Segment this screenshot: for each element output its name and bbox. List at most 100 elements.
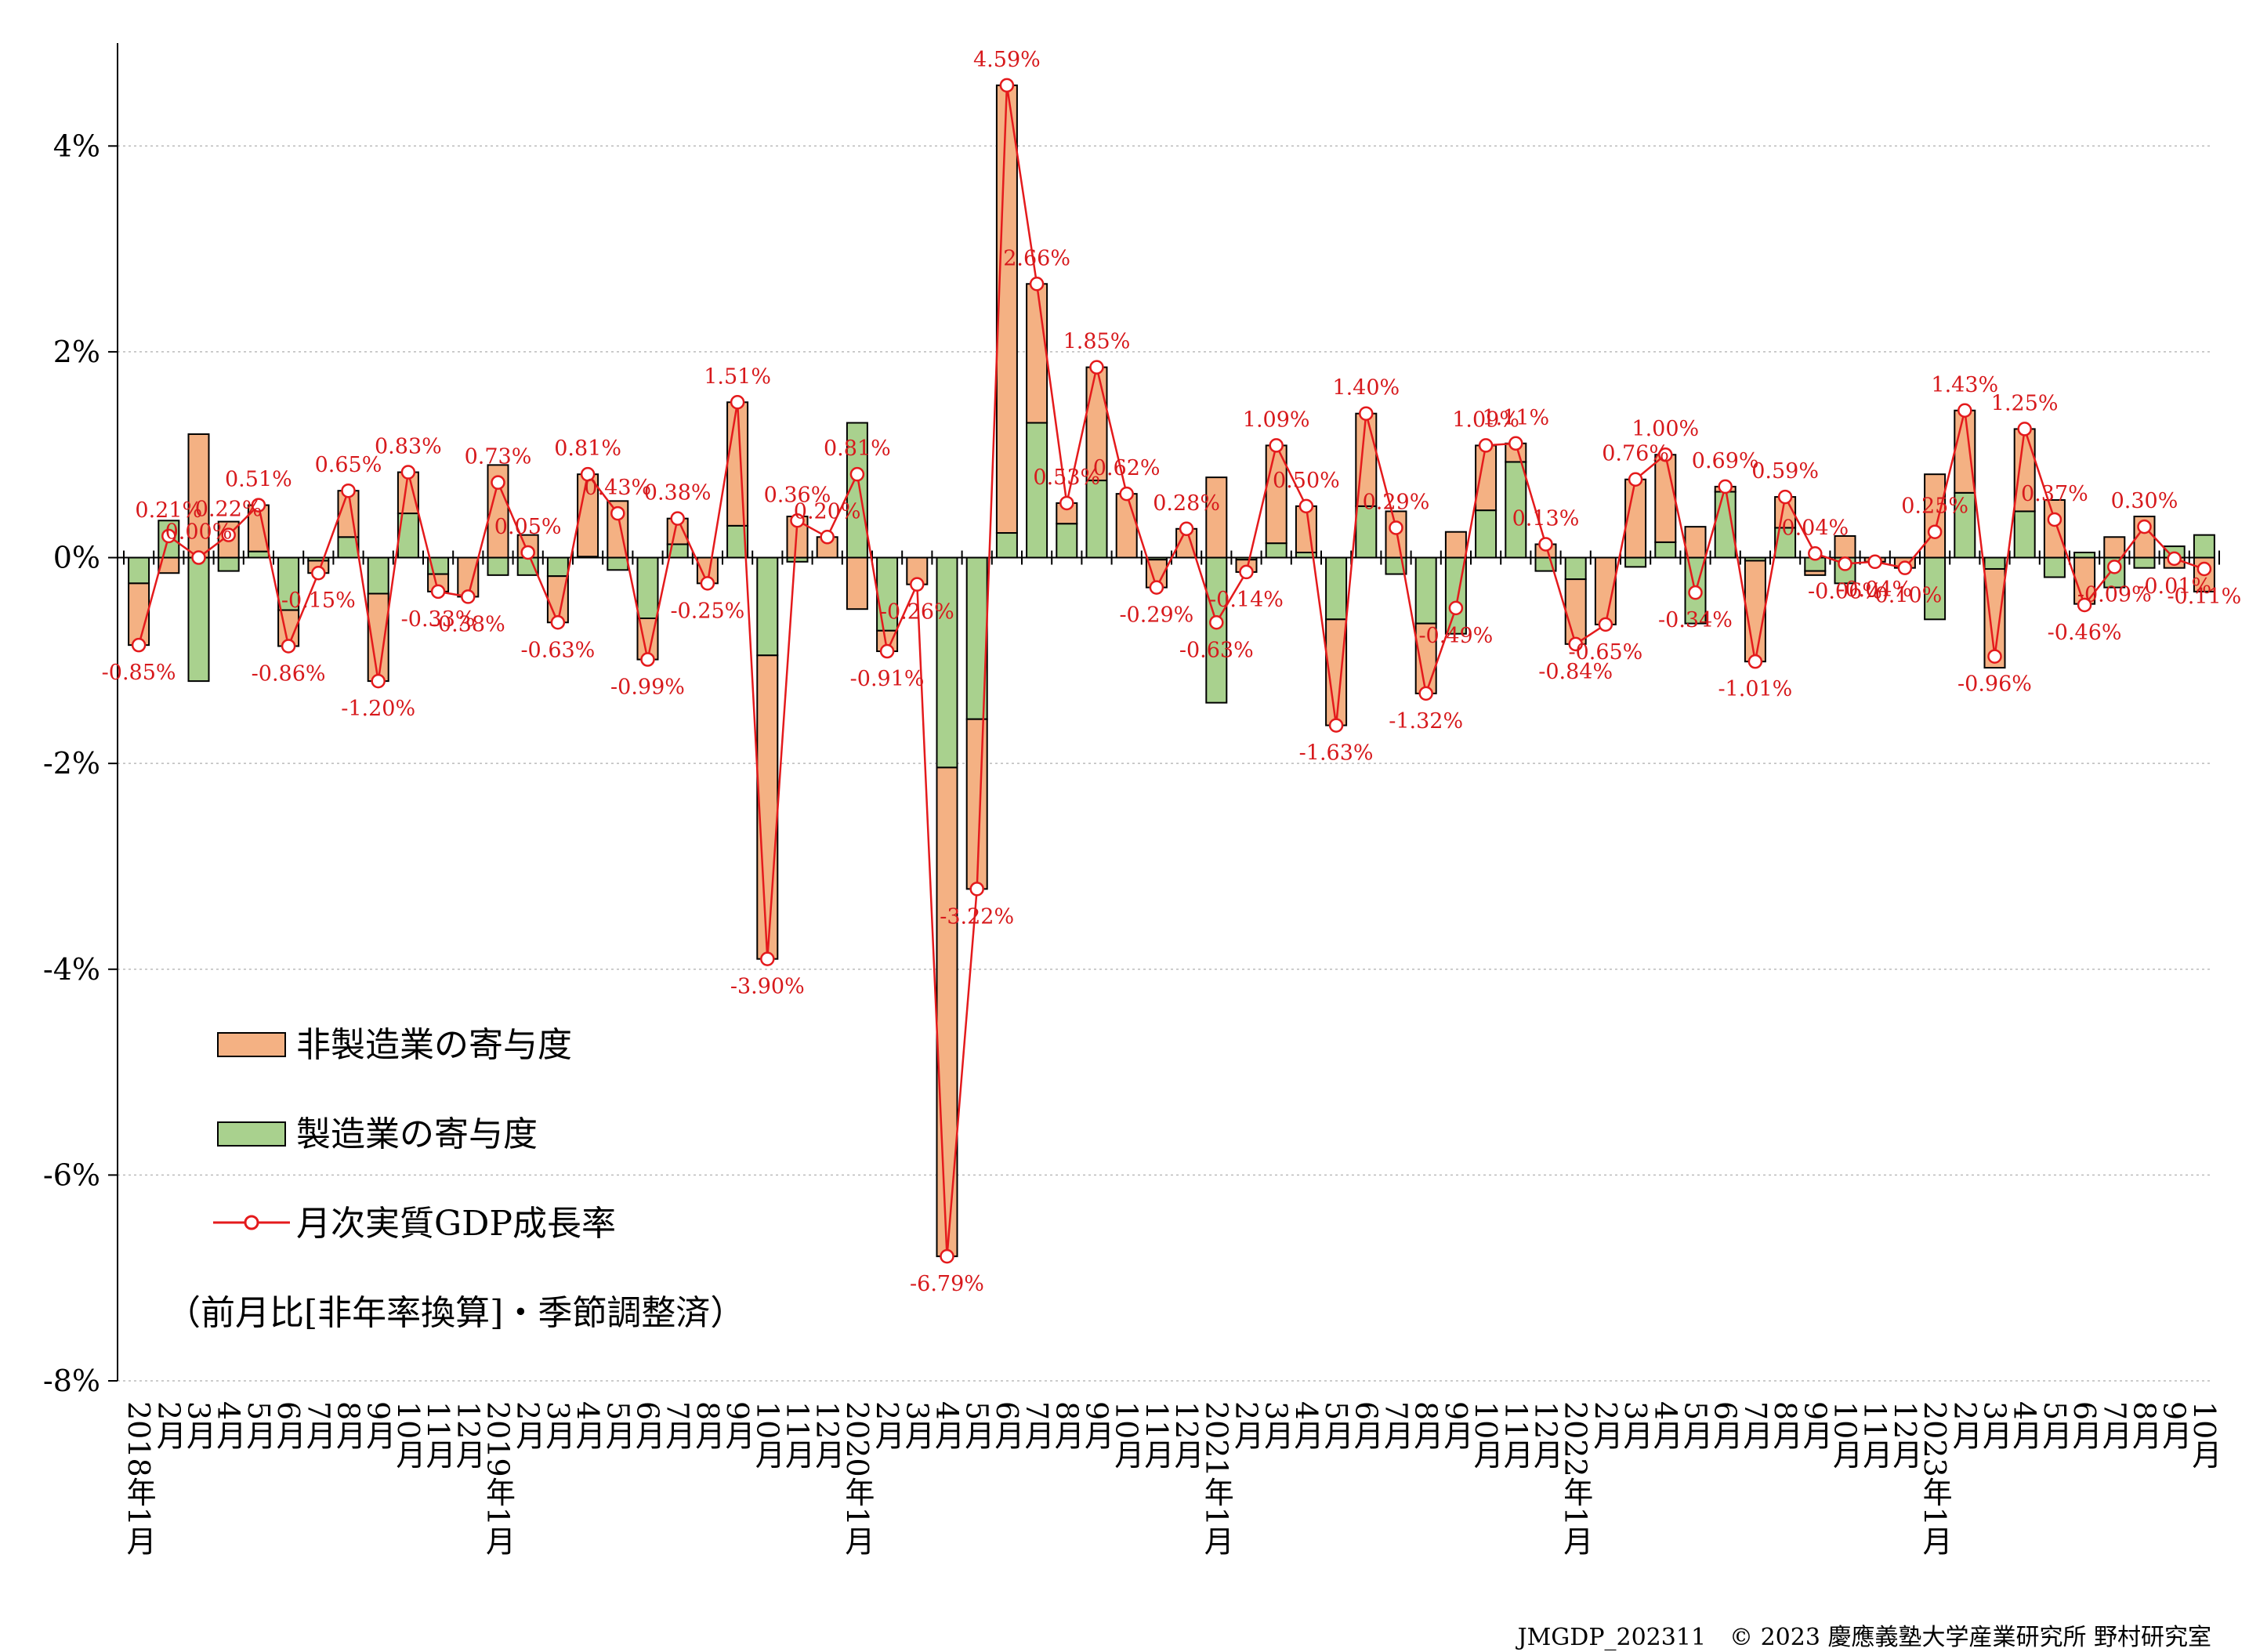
- bar-manufacturing: [1355, 505, 1378, 559]
- x-category-label: 10月: [1828, 1401, 1863, 1469]
- bar-manufacturing: [1983, 556, 2006, 570]
- bar-nonmanufacturing: [1744, 560, 1766, 663]
- gdp-marker: [999, 78, 1015, 93]
- axes: -8% -6% -4% -2% 0% 2% 4%: [43, 43, 2220, 1398]
- gdp-marker: [400, 465, 416, 480]
- x-category-label: 9月: [2157, 1401, 2192, 1451]
- y-tick-label: -4%: [43, 952, 100, 987]
- bar-manufacturing: [247, 550, 270, 559]
- data-label: -0.96%: [1957, 672, 2032, 697]
- gdp-marker: [760, 951, 775, 966]
- x-category-label: 3月: [1978, 1401, 2012, 1451]
- bar-manufacturing: [1085, 480, 1108, 559]
- x-category-label: 12月: [1169, 1401, 1204, 1469]
- data-label: -0.33%: [401, 607, 476, 632]
- bar-nonmanufacturing: [1115, 493, 1138, 559]
- bar-nonmanufacturing: [1444, 531, 1467, 559]
- gdp-marker: [1209, 615, 1224, 630]
- bar-nonmanufacturing: [128, 582, 150, 647]
- gdp-marker: [1747, 654, 1763, 669]
- bar-manufacturing: [1505, 461, 1527, 559]
- y-tick-label: 2%: [53, 335, 100, 369]
- x-category-label: 5月: [960, 1401, 994, 1451]
- x-category-label: 10月: [1110, 1401, 1144, 1469]
- data-label: 2.66%: [1003, 246, 1070, 270]
- gdp-marker: [1508, 436, 1523, 451]
- legend-label-nonmanufacturing: 非製造業の寄与度: [296, 1025, 572, 1065]
- data-label: -0.65%: [1568, 640, 1642, 665]
- bar-manufacturing: [1325, 556, 1348, 621]
- data-label: 0.62%: [1093, 456, 1161, 480]
- data-label: 0.29%: [1363, 490, 1430, 514]
- data-label: 0.22%: [195, 498, 263, 522]
- data-label: 0.69%: [1692, 449, 1759, 473]
- bar-nonmanufacturing: [1624, 478, 1647, 559]
- data-label: -3.22%: [940, 904, 1014, 929]
- bar-nonmanufacturing: [1954, 409, 1976, 494]
- gdp-marker: [1568, 636, 1583, 652]
- data-label: 0.30%: [2111, 489, 2178, 513]
- bar-nonmanufacturing: [1924, 473, 1947, 559]
- x-category-label: 3月: [900, 1401, 934, 1451]
- bar-nonmanufacturing: [1774, 496, 1797, 529]
- x-category-label: 9月: [1798, 1401, 1832, 1451]
- bar-manufacturing: [2133, 556, 2156, 569]
- gdp-marker: [730, 395, 745, 410]
- gdp-marker: [1777, 489, 1793, 505]
- data-label: 0.37%: [2021, 482, 2088, 506]
- gdp-marker: [1598, 617, 1613, 632]
- gdp-marker: [1059, 495, 1074, 511]
- gdp-marker: [849, 466, 865, 482]
- x-category-label: 7月: [1738, 1401, 1773, 1451]
- gdp-marker: [2107, 560, 2122, 574]
- x-category-label: 6月: [990, 1401, 1024, 1451]
- gdp-marker: [700, 576, 715, 591]
- bar-nonmanufacturing: [1654, 454, 1677, 543]
- x-category-label: 2月: [1230, 1401, 1264, 1451]
- gdp-marker: [1298, 498, 1314, 514]
- gdp-marker: [371, 673, 386, 689]
- gdp-marker: [491, 475, 505, 490]
- bar-nonmanufacturing: [2043, 499, 2066, 559]
- gdp-marker: [2167, 551, 2182, 567]
- bar-nonmanufacturing: [2103, 536, 2126, 559]
- legend-note: （前月比[非年率換算]・季節調整済）: [166, 1293, 744, 1333]
- gdp-marker: [1688, 585, 1703, 600]
- bar-manufacturing: [1624, 556, 1647, 568]
- x-category-label: 5月: [1319, 1401, 1353, 1451]
- bar-manufacturing: [1654, 541, 1677, 559]
- x-category-label: 5月: [1679, 1401, 1713, 1451]
- x-category-label: 12月: [810, 1401, 845, 1469]
- data-label: -0.09%: [2077, 582, 2152, 607]
- data-label: 0.05%: [494, 515, 562, 539]
- data-label: 0.53%: [1033, 466, 1100, 490]
- gdp-marker: [191, 550, 206, 565]
- legend-label-manufacturing: 製造業の寄与度: [296, 1114, 538, 1154]
- bar-manufacturing: [1265, 542, 1287, 559]
- bar-manufacturing: [2013, 510, 2036, 559]
- gdp-marker: [461, 589, 476, 604]
- x-category-label: 2月: [511, 1401, 545, 1451]
- data-label: 1.25%: [1991, 391, 2059, 415]
- y-tick-label: -6%: [43, 1157, 100, 1192]
- gdp-marker: [1359, 406, 1374, 421]
- data-label: 0.59%: [1751, 459, 1819, 484]
- x-category-label: 8月: [690, 1401, 725, 1451]
- x-category-label: 3月: [182, 1401, 216, 1451]
- gdp-marker: [1718, 479, 1733, 495]
- x-category-label: 2018年1月: [121, 1401, 156, 1556]
- bar-manufacturing: [1564, 556, 1587, 581]
- gdp-line-path: [137, 85, 2205, 1257]
- bar-nonmanufacturing: [1564, 578, 1587, 645]
- gdp-marker: [1808, 546, 1823, 561]
- bar-nonmanufacturing: [187, 433, 210, 559]
- gdp-marker: [910, 577, 925, 592]
- data-label: 0.28%: [1153, 491, 1220, 516]
- gdp-marker: [2047, 512, 2062, 527]
- data-label: -0.63%: [1179, 638, 1254, 662]
- data-label: -0.49%: [1418, 624, 1493, 648]
- gdp-marker: [2137, 519, 2152, 534]
- x-category-label: 2023年1月: [1918, 1401, 1952, 1556]
- data-label: 0.13%: [1512, 506, 1580, 531]
- x-category-label: 2019年1月: [481, 1401, 516, 1556]
